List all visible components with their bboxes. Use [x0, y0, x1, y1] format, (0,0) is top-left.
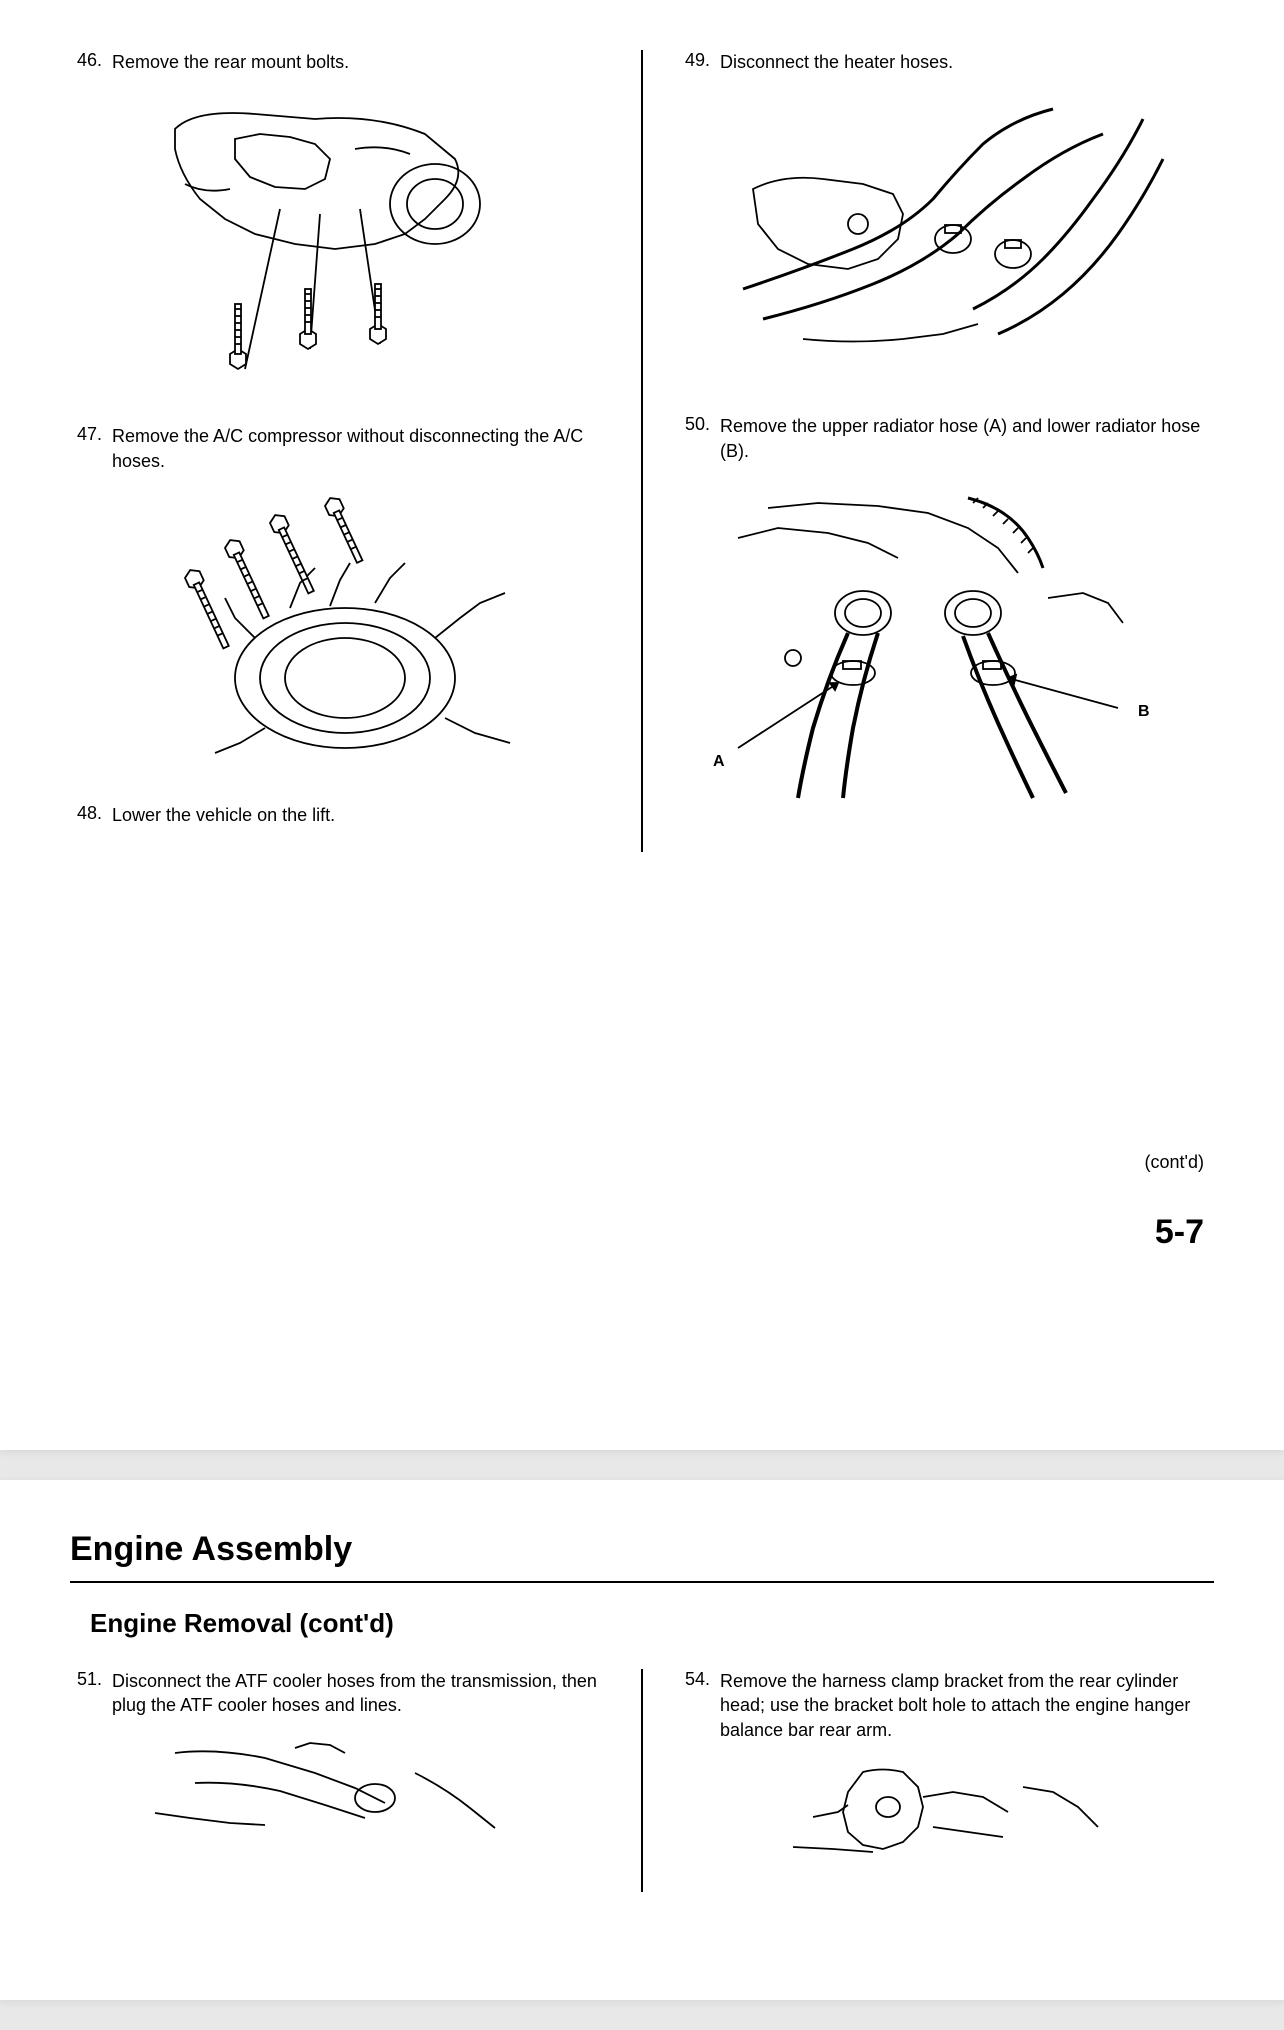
- step-number: 51.: [70, 1669, 102, 1690]
- section-title: Engine Assembly: [70, 1530, 1214, 1569]
- page-number: 5-7: [70, 1213, 1214, 1252]
- manual-page-1: 46. Remove the rear mount bolts.: [0, 0, 1284, 1450]
- figure-47: [115, 488, 606, 778]
- figure-54: [723, 1757, 1214, 1867]
- manual-page-2: Engine Assembly Engine Removal (cont'd) …: [0, 1480, 1284, 2000]
- two-column-layout: 51. Disconnect the ATF cooler hoses from…: [70, 1669, 1214, 1892]
- diagram-ac-compressor: [115, 488, 535, 778]
- subsection-title: Engine Removal (cont'd): [90, 1608, 1214, 1639]
- step-text: Remove the rear mount bolts.: [112, 50, 606, 74]
- step-number: 46.: [70, 50, 102, 71]
- step-number: 54.: [678, 1669, 710, 1690]
- step-49: 49. Disconnect the heater hoses.: [678, 50, 1214, 389]
- callout-label-b: B: [1138, 703, 1150, 721]
- diagram-harness-clamp-bracket: [723, 1757, 1143, 1867]
- step-number: 49.: [678, 50, 710, 71]
- step-number: 47.: [70, 424, 102, 445]
- figure-46: [115, 89, 606, 399]
- diagram-radiator-hoses: [688, 478, 1178, 808]
- step-text: Remove the harness clamp bracket from th…: [720, 1669, 1214, 1742]
- callout-label-a: A: [713, 753, 725, 771]
- right-column: 49. Disconnect the heater hoses.: [643, 50, 1214, 852]
- step-50: 50. Remove the upper radiator hose (A) a…: [678, 414, 1214, 808]
- diagram-atf-cooler-hoses: [115, 1733, 535, 1843]
- step-text: Disconnect the ATF cooler hoses from the…: [112, 1669, 606, 1718]
- right-column: 54. Remove the harness clamp bracket fro…: [643, 1669, 1214, 1892]
- step-number: 48.: [70, 803, 102, 824]
- two-column-layout: 46. Remove the rear mount bolts.: [70, 50, 1214, 852]
- diagram-heater-hoses: [723, 89, 1183, 389]
- step-51: 51. Disconnect the ATF cooler hoses from…: [70, 1669, 606, 1843]
- step-48: 48. Lower the vehicle on the lift.: [70, 803, 606, 827]
- figure-50: A B: [688, 478, 1214, 808]
- step-text: Lower the vehicle on the lift.: [112, 803, 606, 827]
- left-column: 51. Disconnect the ATF cooler hoses from…: [70, 1669, 641, 1892]
- step-54: 54. Remove the harness clamp bracket fro…: [678, 1669, 1214, 1867]
- diagram-rear-mount-bolts: [115, 89, 515, 399]
- continued-label: (cont'd): [70, 1152, 1214, 1173]
- section-rule: [70, 1581, 1214, 1583]
- figure-51: [115, 1733, 606, 1843]
- left-column: 46. Remove the rear mount bolts.: [70, 50, 641, 852]
- step-46: 46. Remove the rear mount bolts.: [70, 50, 606, 399]
- step-text: Remove the A/C compressor without discon…: [112, 424, 606, 473]
- step-text: Remove the upper radiator hose (A) and l…: [720, 414, 1214, 463]
- figure-49: [723, 89, 1214, 389]
- step-text: Disconnect the heater hoses.: [720, 50, 1214, 74]
- step-47: 47. Remove the A/C compressor without di…: [70, 424, 606, 778]
- step-number: 50.: [678, 414, 710, 435]
